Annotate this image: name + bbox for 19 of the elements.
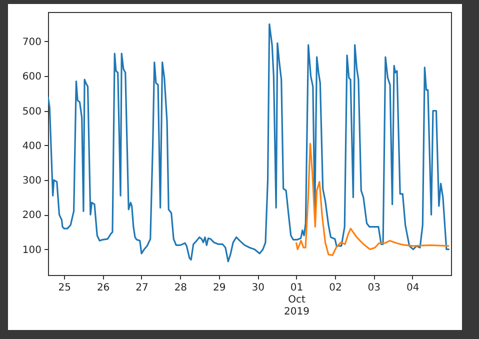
x-tick-label: 25 [58, 282, 71, 294]
x-tick-label: 28 [174, 282, 188, 294]
x-tick-label: 02 [329, 282, 342, 294]
y-tick-label: 200 [22, 210, 42, 222]
y-tick-label: 700 [22, 36, 42, 48]
x-tick-label: 26 [96, 282, 110, 294]
x-tick-label: 29 [213, 282, 226, 294]
x-tick-label: 04 [406, 282, 420, 294]
y-tick-label: 600 [22, 72, 42, 83]
y-tick-label: 400 [22, 140, 42, 152]
x-tick-label: 30 [252, 282, 264, 294]
line-series [295, 142, 450, 256]
x-tick-label: 03 [368, 282, 380, 294]
line-series [48, 23, 450, 262]
y-tick-label: 500 [22, 106, 42, 118]
x-tick-label: 27 [136, 282, 148, 294]
x-tick-label: 01 Oct 2019 [284, 282, 310, 318]
y-tick-label: 300 [22, 176, 42, 187]
y-tick-label: 100 [22, 244, 42, 256]
